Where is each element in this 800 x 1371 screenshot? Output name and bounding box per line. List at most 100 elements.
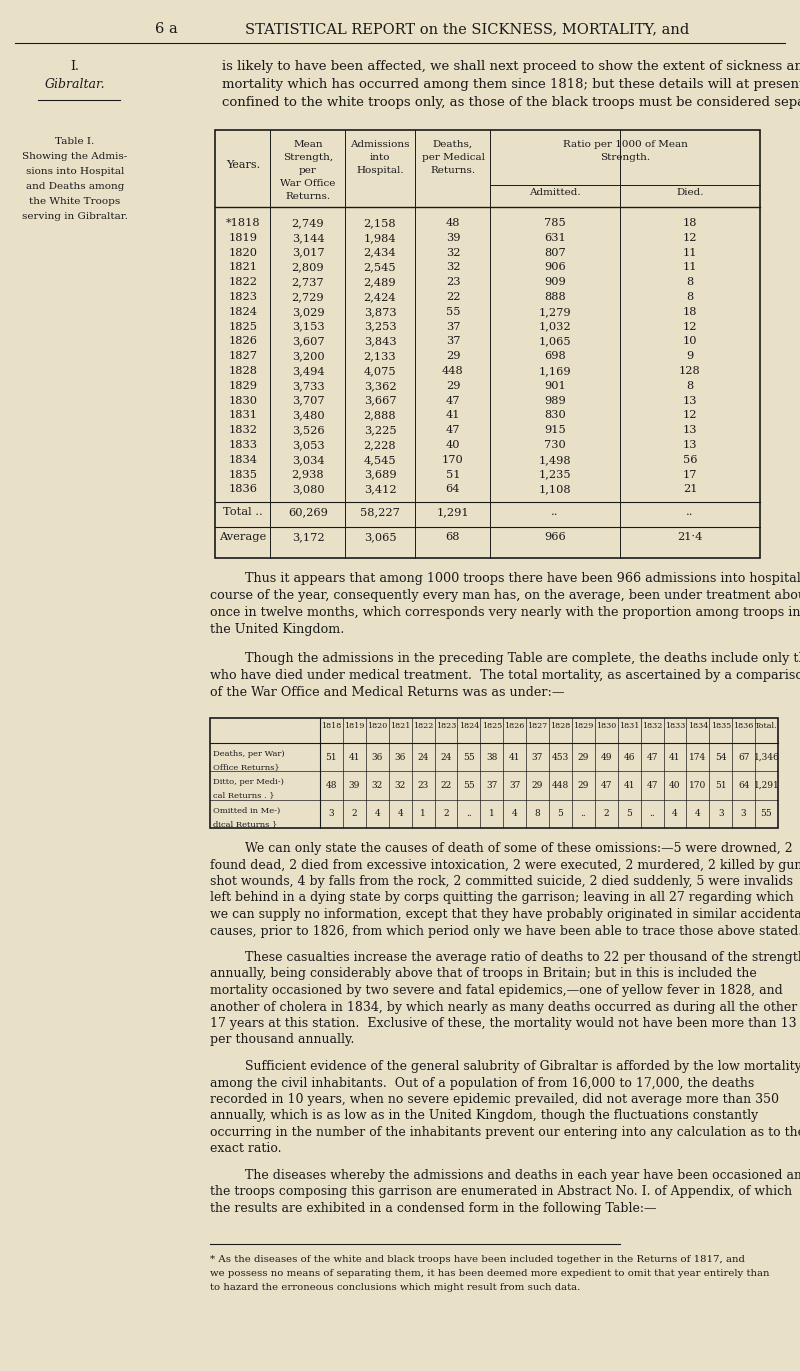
Text: 13: 13	[682, 425, 698, 435]
Text: 901: 901	[544, 381, 566, 391]
Text: 1827: 1827	[527, 723, 548, 729]
Text: 3: 3	[329, 809, 334, 818]
Text: Total ..: Total ..	[223, 507, 263, 517]
Text: 23: 23	[446, 277, 460, 287]
Text: 1826: 1826	[229, 336, 258, 347]
Text: Admissions: Admissions	[350, 140, 410, 149]
Text: 1823: 1823	[229, 292, 258, 302]
Text: once in twelve months, which corresponds very nearly with the proportion among t: once in twelve months, which corresponds…	[210, 606, 800, 618]
Text: Omitted in Me-): Omitted in Me-)	[213, 806, 280, 814]
Text: STATISTICAL REPORT on the SICKNESS, MORTALITY, and: STATISTICAL REPORT on the SICKNESS, MORT…	[245, 22, 690, 36]
Text: 3,172: 3,172	[292, 532, 324, 542]
Text: 906: 906	[544, 262, 566, 273]
Text: 51: 51	[446, 470, 460, 480]
Text: 8: 8	[686, 277, 694, 287]
Text: 1835: 1835	[710, 723, 731, 729]
Text: 1821: 1821	[229, 262, 258, 273]
Text: 38: 38	[486, 753, 498, 762]
Text: shot wounds, 4 by falls from the rock, 2 committed suicide, 2 died suddenly, 5 w: shot wounds, 4 by falls from the rock, 2…	[210, 875, 793, 888]
Text: 1,279: 1,279	[538, 307, 571, 317]
Text: 12: 12	[682, 322, 698, 332]
Text: 37: 37	[486, 781, 498, 790]
Text: 1819: 1819	[344, 723, 365, 729]
Text: Table I.: Table I.	[55, 137, 94, 145]
Text: 22: 22	[440, 781, 451, 790]
Text: 785: 785	[544, 218, 566, 228]
Text: 1830: 1830	[229, 396, 258, 406]
Text: 41: 41	[509, 753, 520, 762]
Text: 8: 8	[686, 381, 694, 391]
Text: 55: 55	[463, 781, 474, 790]
Text: 48: 48	[326, 781, 338, 790]
Text: 2,809: 2,809	[292, 262, 324, 273]
Text: 3,707: 3,707	[292, 396, 324, 406]
Text: 3: 3	[741, 809, 746, 818]
Text: 4: 4	[398, 809, 403, 818]
Text: sions into Hospital: sions into Hospital	[26, 167, 124, 175]
Text: 698: 698	[544, 351, 566, 361]
Text: the United Kingdom.: the United Kingdom.	[210, 622, 344, 636]
Text: 1,108: 1,108	[538, 484, 571, 495]
Text: 1831: 1831	[619, 723, 639, 729]
Text: 29: 29	[446, 351, 460, 361]
Text: ..: ..	[466, 809, 472, 818]
Text: 1820: 1820	[229, 248, 258, 258]
Text: 3,053: 3,053	[292, 440, 324, 450]
Text: 12: 12	[682, 410, 698, 421]
Text: we possess no means of separating them, it has been deemed more expedient to omi: we possess no means of separating them, …	[210, 1270, 770, 1279]
Text: 989: 989	[544, 396, 566, 406]
Text: 2,133: 2,133	[364, 351, 396, 361]
Text: 1834: 1834	[688, 723, 708, 729]
Text: 13: 13	[682, 396, 698, 406]
Text: 5: 5	[558, 809, 563, 818]
Text: 10: 10	[682, 336, 698, 347]
Text: 9: 9	[686, 351, 694, 361]
Text: 32: 32	[394, 781, 406, 790]
Text: 2,938: 2,938	[292, 470, 324, 480]
Text: 8: 8	[534, 809, 541, 818]
Text: 21·4: 21·4	[678, 532, 702, 542]
Text: 2,228: 2,228	[364, 440, 396, 450]
Text: into: into	[370, 154, 390, 162]
Text: 1836: 1836	[229, 484, 258, 495]
Text: recorded in 10 years, when no severe epidemic prevailed, did not average more th: recorded in 10 years, when no severe epi…	[210, 1093, 779, 1106]
Text: 1826: 1826	[505, 723, 525, 729]
Text: Hospital.: Hospital.	[356, 166, 404, 175]
Text: 47: 47	[601, 781, 612, 790]
Text: 51: 51	[326, 753, 338, 762]
Text: Admitted.: Admitted.	[529, 188, 581, 197]
Text: 3,667: 3,667	[364, 396, 396, 406]
Text: annually, being considerably above that of troops in Britain; but in this is inc: annually, being considerably above that …	[210, 968, 757, 980]
Text: 2,489: 2,489	[364, 277, 396, 287]
Text: 23: 23	[418, 781, 429, 790]
Text: ..: ..	[649, 809, 655, 818]
Text: 3,080: 3,080	[292, 484, 324, 495]
Text: 3,480: 3,480	[292, 410, 324, 421]
Text: among the civil inhabitants.  Out of a population of from 16,000 to 17,000, the : among the civil inhabitants. Out of a po…	[210, 1076, 754, 1090]
Text: 3,029: 3,029	[292, 307, 324, 317]
Text: 3,362: 3,362	[364, 381, 396, 391]
Text: 1: 1	[489, 809, 494, 818]
Text: per: per	[299, 166, 317, 175]
Text: 18: 18	[682, 218, 698, 228]
Text: 1,291: 1,291	[754, 781, 779, 790]
Text: ..: ..	[581, 809, 586, 818]
Text: 29: 29	[578, 753, 589, 762]
Text: 1821: 1821	[390, 723, 410, 729]
Text: Strength,: Strength,	[283, 154, 333, 162]
Text: the results are exhibited in a condensed form in the following Table:—: the results are exhibited in a condensed…	[210, 1202, 657, 1215]
Text: War Office: War Office	[280, 180, 336, 188]
Text: 3,843: 3,843	[364, 336, 396, 347]
Text: The diseases whereby the admissions and deaths in each year have been occasioned: The diseases whereby the admissions and …	[245, 1169, 800, 1182]
Text: cal Returns . }: cal Returns . }	[213, 791, 274, 799]
Text: 1834: 1834	[229, 455, 258, 465]
Text: 40: 40	[446, 440, 460, 450]
Text: 909: 909	[544, 277, 566, 287]
Text: 128: 128	[679, 366, 701, 376]
Text: 24: 24	[418, 753, 429, 762]
Text: *1818: *1818	[226, 218, 260, 228]
Text: 1,291: 1,291	[437, 507, 470, 517]
Text: Deaths, per War): Deaths, per War)	[213, 750, 285, 758]
Bar	[215, 130, 760, 558]
Text: 40: 40	[669, 781, 681, 790]
